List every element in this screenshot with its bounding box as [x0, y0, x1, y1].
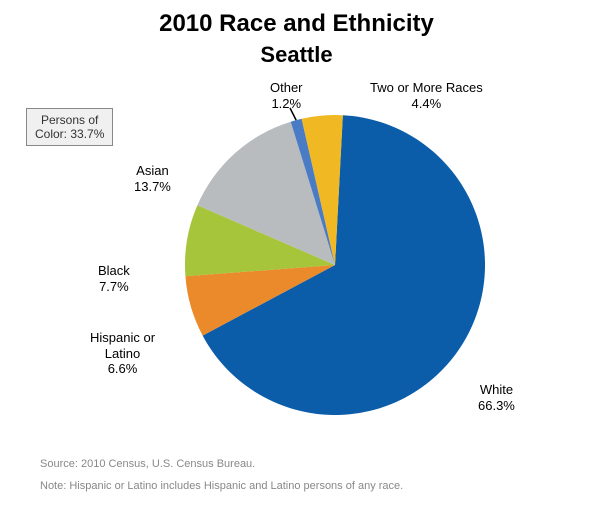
slice-label-asian: Asian13.7% [134, 163, 171, 194]
pie-chart-svg [0, 0, 593, 512]
pie-chart-container: 2010 Race and Ethnicity Seattle Persons … [0, 0, 593, 512]
slice-label-hispanic-or-latino: Hispanic orLatino6.6% [90, 330, 155, 377]
note-text: Note: Hispanic or Latino includes Hispan… [40, 480, 403, 492]
slice-label-other: Other1.2% [270, 80, 303, 111]
slice-label-two-or-more-races: Two or More Races4.4% [370, 80, 483, 111]
source-text: Source: 2010 Census, U.S. Census Bureau. [40, 458, 255, 470]
slice-label-black: Black7.7% [98, 263, 130, 294]
slice-label-white: White66.3% [478, 382, 515, 413]
